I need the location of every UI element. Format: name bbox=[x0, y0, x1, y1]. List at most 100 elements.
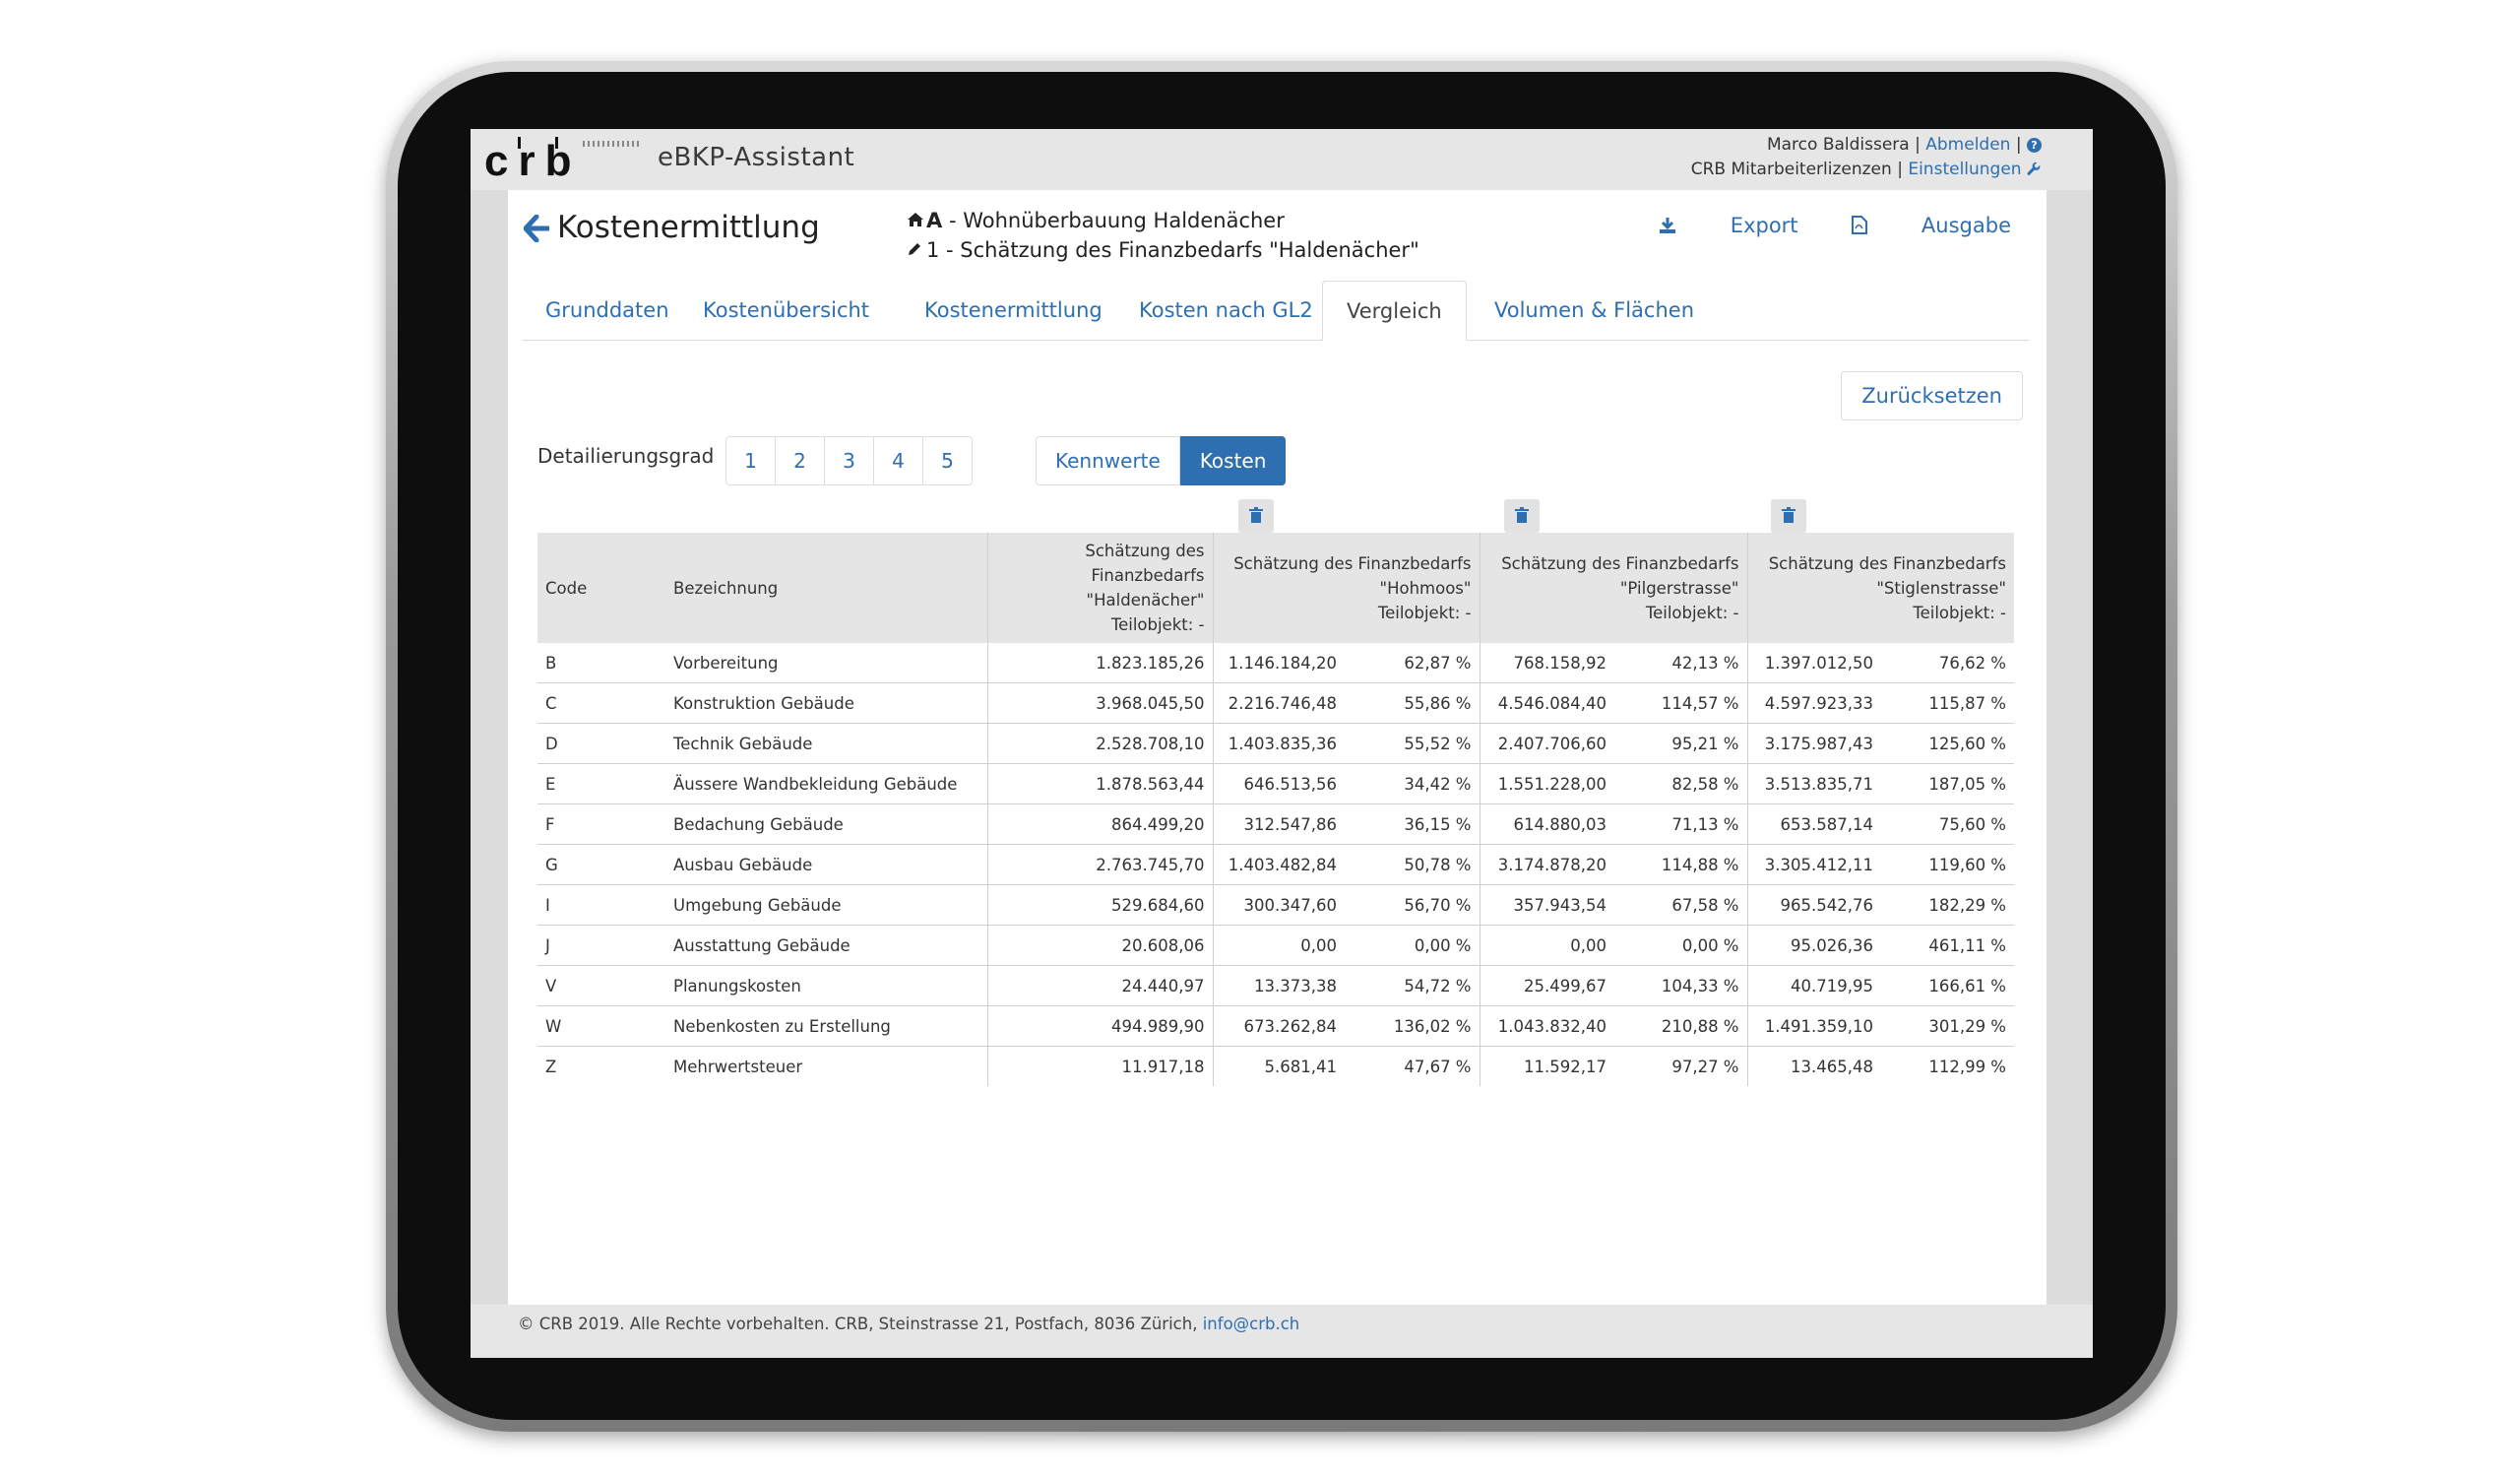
cell-hohmoos-cost: 300.347,60 bbox=[1213, 884, 1345, 926]
cell-name: Vorbereitung bbox=[665, 643, 988, 683]
cell-name: Konstruktion Gebäude bbox=[665, 682, 988, 724]
header-line: "Hohmoos" bbox=[1379, 578, 1472, 598]
logo-text: crb bbox=[484, 137, 642, 186]
cell-pilgerstrasse-percent: 67,58 % bbox=[1614, 884, 1748, 926]
cell-pilgerstrasse-cost: 11.592,17 bbox=[1524, 1057, 1606, 1076]
estimate-name: 1 - Schätzung des Finanzbedarfs "Haldenä… bbox=[926, 238, 1419, 262]
email-link[interactable]: info@crb.ch bbox=[1202, 1315, 1300, 1333]
col-header-stiglenstrasse: Schätzung des Finanzbedarfs "Stiglenstra… bbox=[1747, 533, 2014, 643]
table-row: F Bedachung Gebäude 864.499,20 312.547,86 36… bbox=[537, 803, 2014, 845]
tab-grunddaten[interactable]: Grunddaten bbox=[545, 298, 669, 322]
tab-kosten-nach-gl2[interactable]: Kosten nach GL2 bbox=[1139, 298, 1313, 322]
cell-hohmoos-cost: 673.262,84 bbox=[1213, 1005, 1345, 1047]
project-prefix: A bbox=[926, 209, 943, 232]
header-line: Teilobjekt: - bbox=[1645, 603, 1739, 622]
cell-pilgerstrasse-percent: 104,33 % bbox=[1614, 965, 1748, 1006]
cell-code: D bbox=[537, 723, 665, 764]
cell-pilgerstrasse-percent: 210,88 % bbox=[1614, 1005, 1748, 1047]
tab-vergleich[interactable]: Vergleich bbox=[1322, 281, 1467, 341]
output-label: Ausgabe bbox=[1921, 214, 2011, 237]
level-2-button[interactable]: 2 bbox=[775, 436, 825, 485]
tab-volumen-flaechen[interactable]: Volumen & Flächen bbox=[1494, 298, 1695, 322]
copyright-text: © CRB 2019. Alle Rechte vorbehalten. CRB… bbox=[518, 1315, 1198, 1333]
user-area: Marco Baldissera | Abmelden | ? CRB Mita… bbox=[1691, 133, 2042, 182]
logo-tick bbox=[518, 137, 521, 149]
main-panel: Kostenermittlung A - Wohnüberbauung Hald… bbox=[508, 190, 2047, 1305]
cell-pilgerstrasse-cost: 4.546.084,40 bbox=[1480, 682, 1614, 724]
cell-hohmoos-percent: 62,87 % bbox=[1345, 643, 1480, 683]
cell-code: E bbox=[537, 763, 665, 804]
cell-pilgerstrasse-percent: 0,00 % bbox=[1614, 925, 1748, 966]
settings-link[interactable]: Einstellungen bbox=[1908, 160, 2022, 179]
cell-stiglenstrasse-cost: 1.397.012,50 bbox=[1747, 643, 1881, 683]
header-line: Teilobjekt: - bbox=[1377, 603, 1472, 622]
cell-hohmoos-percent: 36,15 % bbox=[1345, 803, 1480, 845]
back-arrow-icon[interactable] bbox=[523, 212, 551, 251]
cell-hohmoos-cost: 0,00 bbox=[1213, 925, 1345, 966]
tab-bar: Grunddaten Kostenübersicht Kostenermittl… bbox=[522, 281, 2030, 341]
cell-pilgerstrasse-cost: 3.174.878,20 bbox=[1480, 844, 1614, 885]
cell-pilgerstrasse-percent: 82,58 % bbox=[1614, 763, 1748, 804]
cell-stiglenstrasse-cost: 13.465,48 bbox=[1791, 1057, 1873, 1076]
cell-name: Planungskosten bbox=[665, 965, 988, 1006]
license-label: CRB Mitarbeiterlizenzen bbox=[1690, 160, 1892, 179]
reset-button[interactable]: Zurücksetzen bbox=[1841, 371, 2023, 420]
trash-icon[interactable] bbox=[1238, 499, 1274, 533]
cell-hohmoos-percent: 56,70 % bbox=[1345, 884, 1480, 926]
output-button[interactable]: Ausgabe bbox=[1852, 214, 2011, 237]
mode-toggle: Kennwerte Kosten bbox=[1036, 436, 1287, 485]
download-icon bbox=[1660, 218, 1676, 233]
cell-stiglenstrasse-percent: 75,60 % bbox=[1881, 803, 2014, 845]
cell-stiglenstrasse-cost: 95.026,36 bbox=[1747, 925, 1881, 966]
trash-icon[interactable] bbox=[1771, 499, 1806, 533]
col-header-code: Code bbox=[537, 533, 665, 643]
pencil-icon bbox=[907, 235, 926, 265]
export-button[interactable]: Export bbox=[1659, 214, 1804, 237]
cell-pilgerstrasse-percent: 95,21 % bbox=[1614, 723, 1748, 764]
cell-hohmoos-percent: 54,72 % bbox=[1345, 965, 1480, 1006]
cell-code: W bbox=[537, 1005, 665, 1047]
table-row: D Technik Gebäude 2.528.708,10 1.403.835,36… bbox=[537, 723, 2014, 764]
cell-hohmoos-cost: 1.403.835,36 bbox=[1213, 723, 1345, 764]
pdf-file-icon bbox=[1852, 216, 1868, 234]
level-3-button[interactable]: 3 bbox=[824, 436, 874, 485]
cell-stiglenstrasse-cost: 965.542,76 bbox=[1747, 884, 1881, 926]
tab-kostenuebersicht[interactable]: Kostenübersicht bbox=[703, 298, 870, 322]
level-4-button[interactable]: 4 bbox=[873, 436, 923, 485]
trash-icon[interactable] bbox=[1504, 499, 1540, 533]
col-header-name: Bezeichnung bbox=[665, 533, 988, 643]
cell-pilgerstrasse-percent: 114,88 % bbox=[1614, 844, 1748, 885]
cell-name: Mehrwertsteuer bbox=[665, 1046, 988, 1086]
cell-hohmoos-cost: 5.681,41 bbox=[1264, 1057, 1337, 1076]
tab-kostenermittlung[interactable]: Kostenermittlung bbox=[924, 298, 1102, 322]
cell-name: Ausstattung Gebäude bbox=[665, 925, 988, 966]
cell-pilgerstrasse-percent: 42,13 % bbox=[1614, 643, 1748, 683]
project-name: - Wohnüberbauung Haldenächer bbox=[948, 209, 1285, 232]
cell-hohmoos-cost: 1.146.184,20 bbox=[1213, 643, 1345, 683]
col-header-base: Schätzung des Finanzbedarfs "Haldenächer… bbox=[987, 533, 1214, 643]
kennwerte-button[interactable]: Kennwerte bbox=[1036, 436, 1180, 485]
level-5-button[interactable]: 5 bbox=[922, 436, 973, 485]
crb-logo[interactable]: crb bbox=[484, 131, 642, 186]
cell-name: Umgebung Gebäude bbox=[665, 884, 988, 926]
level-1-button[interactable]: 1 bbox=[725, 436, 776, 485]
kosten-button[interactable]: Kosten bbox=[1179, 436, 1287, 485]
cell-pilgerstrasse-cost: 2.407.706,60 bbox=[1480, 723, 1614, 764]
cell-base-cost: 20.608,06 bbox=[987, 925, 1214, 966]
wrench-icon[interactable] bbox=[2027, 160, 2042, 179]
help-icon[interactable]: ? bbox=[2027, 137, 2042, 153]
app-title: eBKP-Assistant bbox=[658, 143, 855, 172]
footer: © CRB 2019. Alle Rechte vorbehalten. CRB… bbox=[471, 1305, 2093, 1358]
cell-hohmoos-cost: 13.373,38 bbox=[1213, 965, 1345, 1006]
cell-hohmoos-percent: 47,67 % bbox=[1345, 1046, 1480, 1086]
cell-stiglenstrasse-cost: 3.175.987,43 bbox=[1747, 723, 1881, 764]
logout-link[interactable]: Abmelden bbox=[1925, 135, 2011, 155]
header-line: Schätzung des bbox=[1085, 542, 1205, 560]
cell-stiglenstrasse-percent: 112,99 % bbox=[1928, 1057, 2006, 1076]
header-line: Schätzung des Finanzbedarfs bbox=[1768, 553, 2006, 573]
cell-hohmoos-percent: 55,86 % bbox=[1345, 682, 1480, 724]
cell-pilgerstrasse-cost: 1.551.228,00 bbox=[1480, 763, 1614, 804]
cell-stiglenstrasse-percent: 182,29 % bbox=[1881, 884, 2014, 926]
cell-pilgerstrasse-cost: 0,00 bbox=[1480, 925, 1614, 966]
table-row: E Äussere Wandbekleidung Gebäude 1.878.563… bbox=[537, 763, 2014, 804]
